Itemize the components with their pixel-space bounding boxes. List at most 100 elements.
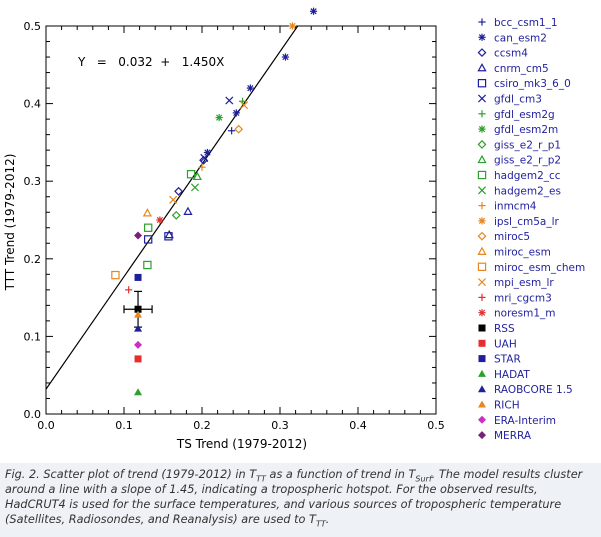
legend-label: giss_e2_r_p2 — [494, 155, 561, 167]
legend-marker — [477, 262, 487, 272]
figure-caption: Fig. 2. Scatter plot of trend (1979-2012… — [0, 463, 601, 537]
data-point — [134, 355, 142, 363]
legend-entry: UAH — [478, 338, 517, 350]
data-point — [156, 216, 164, 224]
legend-marker — [478, 18, 486, 26]
legend-entry: bcc_csm1_1 — [478, 17, 558, 29]
legend-entry: inmcm4 — [478, 201, 537, 213]
legend-marker — [477, 154, 487, 164]
legend-label: noresm1_m — [494, 308, 555, 320]
y-tick-label: 0.5 — [24, 20, 42, 33]
legend-entry: giss_e2_r_p1 — [477, 139, 561, 151]
data-point — [234, 124, 244, 134]
data-point — [111, 270, 120, 280]
legend-label: ERA-Interim — [494, 415, 556, 427]
y-tick-label: 0.1 — [24, 330, 42, 343]
y-tick-label: 0.3 — [24, 175, 42, 188]
data-point — [174, 186, 184, 196]
x-tick-label: 0.4 — [349, 419, 367, 432]
data-point — [186, 170, 196, 179]
data-point — [134, 310, 143, 318]
legend-label: hadgem2_cc — [494, 170, 561, 182]
legend-entry: STAR — [478, 354, 521, 366]
legend-marker — [478, 309, 486, 317]
legend-label: hadgem2_es — [494, 185, 561, 197]
legend-marker — [478, 339, 486, 347]
legend-entry: gfdl_cm3 — [477, 94, 542, 106]
legend-marker — [478, 324, 486, 332]
legend-label: ccsm4 — [494, 48, 528, 60]
legend-label: STAR — [494, 354, 521, 366]
legend-marker — [477, 246, 487, 255]
legend-marker — [478, 33, 486, 41]
data-point — [309, 7, 318, 15]
legend-entry: ipsl_cm5a_lr — [478, 216, 560, 228]
legend-entry: HADAT — [478, 369, 530, 381]
legend-label: UAH — [494, 338, 517, 350]
data-point — [228, 127, 236, 135]
data-point — [134, 388, 143, 396]
x-tick-label: 0.0 — [37, 419, 55, 432]
legend-entry: RICH — [478, 400, 520, 412]
legend-marker — [478, 400, 486, 408]
legend-entry: noresm1_m — [478, 308, 555, 320]
data-point — [134, 340, 143, 349]
legend-marker — [478, 293, 486, 301]
scatter-figure: 0.0 0.1 0.2 0.3 0.4 0.5 0.0 0.1 0.2 0.3 0.4 0.5 bcc… — [3, 7, 586, 451]
plot-frame — [45, 25, 437, 415]
legend-label: giss_e2_r_p1 — [494, 139, 561, 151]
data-point — [134, 273, 142, 281]
legend-entry: hadgem2_cc — [477, 170, 561, 182]
legend-entry: mpi_esm_lr — [477, 277, 554, 289]
legend-entry: cnrm_cm5 — [477, 63, 549, 75]
legend-label: mpi_esm_lr — [494, 277, 554, 289]
legend-label: miroc5 — [494, 231, 530, 243]
legend-entry: can_esm2 — [478, 32, 547, 44]
data-point — [142, 208, 153, 217]
legend-label: bcc_csm1_1 — [494, 17, 558, 29]
data-point — [281, 53, 290, 61]
data-point — [215, 113, 223, 122]
legend-marker — [477, 94, 487, 103]
legend-marker — [477, 186, 487, 195]
legend-entry: ERA-Interim — [478, 415, 556, 427]
data-point — [134, 324, 143, 332]
legend-entry: csiro_mk3_6_0 — [477, 78, 571, 90]
x-tick-label: 0.3 — [271, 419, 289, 432]
x-tick-label: 0.1 — [115, 419, 133, 432]
legend-entry: RAOBCORE 1.5 — [478, 384, 573, 396]
data-point — [171, 210, 181, 220]
legend-label: mri_cgcm3 — [494, 292, 552, 304]
legend: bcc_csm1_1 can_esm2 ccsm4 cnrm_cm5 csiro_mk3… — [477, 17, 585, 442]
legend-label: gfdl_esm2g — [494, 109, 555, 121]
legend-label: inmcm4 — [494, 201, 537, 213]
legend-marker — [478, 110, 486, 118]
legend-label: MERRA — [494, 430, 532, 442]
data-point — [164, 229, 174, 239]
legend-entry: hadgem2_es — [477, 185, 561, 197]
data-point — [143, 223, 153, 232]
legend-entry: miroc5 — [477, 231, 530, 243]
data-point — [143, 260, 152, 270]
legend-label: RAOBCORE 1.5 — [494, 384, 573, 396]
legend-label: gfdl_cm3 — [494, 94, 542, 106]
legend-label: can_esm2 — [494, 32, 547, 44]
legend-label: miroc_esm_chem — [494, 262, 585, 274]
legend-marker — [478, 415, 486, 424]
legend-label: RICH — [494, 400, 520, 412]
data-point — [203, 148, 212, 157]
y-tick-label: 0.2 — [24, 253, 42, 266]
legend-label: HADAT — [494, 369, 530, 381]
legend-label: csiro_mk3_6_0 — [494, 78, 571, 90]
x-tick-label: 0.2 — [193, 419, 211, 432]
data-point — [134, 231, 143, 240]
legend-marker — [477, 170, 487, 180]
legend-entry: miroc_esm_chem — [477, 262, 585, 274]
y-tick-label: 0.4 — [24, 98, 42, 111]
data-point — [198, 163, 206, 171]
data-point — [240, 101, 249, 110]
data-point — [190, 183, 200, 192]
data-point — [143, 235, 153, 244]
data-point — [164, 232, 173, 241]
data-point — [134, 305, 142, 313]
